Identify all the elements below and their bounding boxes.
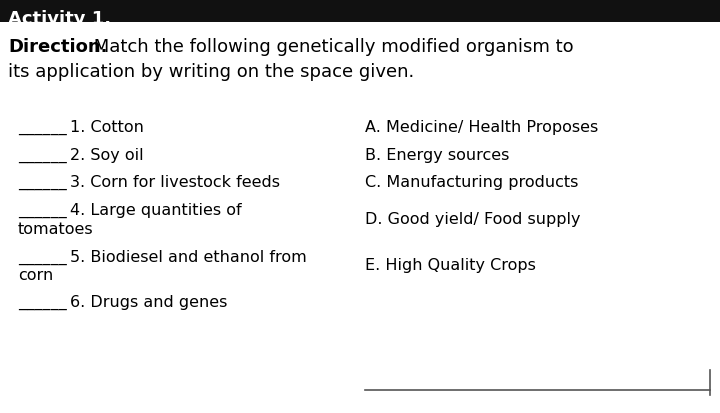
Text: tomatoes: tomatoes: [18, 222, 94, 237]
Text: 2. Soy oil: 2. Soy oil: [70, 148, 143, 163]
Text: ______: ______: [18, 148, 67, 163]
Text: 5. Biodiesel and ethanol from: 5. Biodiesel and ethanol from: [70, 250, 307, 265]
Text: D. Good yield/ Food supply: D. Good yield/ Food supply: [365, 212, 580, 227]
Text: ______: ______: [18, 295, 67, 310]
Text: 1. Cotton: 1. Cotton: [70, 120, 144, 135]
Text: A. Medicine/ Health Proposes: A. Medicine/ Health Proposes: [365, 120, 598, 135]
Text: Direction.: Direction.: [8, 38, 107, 56]
Text: ______: ______: [18, 175, 67, 190]
Text: 6. Drugs and genes: 6. Drugs and genes: [70, 295, 228, 310]
Text: corn: corn: [18, 268, 53, 283]
Text: C. Manufacturing products: C. Manufacturing products: [365, 175, 578, 190]
Text: its application by writing on the space given.: its application by writing on the space …: [8, 63, 414, 81]
Text: Activity 1.: Activity 1.: [8, 10, 111, 28]
Text: E. High Quality Crops: E. High Quality Crops: [365, 258, 536, 273]
Text: ______: ______: [18, 250, 67, 265]
Text: ______: ______: [18, 203, 67, 218]
Text: 4. Large quantities of: 4. Large quantities of: [70, 203, 242, 218]
Text: ______: ______: [18, 120, 67, 135]
Text: 3. Corn for livestock feeds: 3. Corn for livestock feeds: [70, 175, 280, 190]
Text: Match the following genetically modified organism to: Match the following genetically modified…: [88, 38, 574, 56]
Text: B. Energy sources: B. Energy sources: [365, 148, 509, 163]
Bar: [0, 0, 720, 22]
